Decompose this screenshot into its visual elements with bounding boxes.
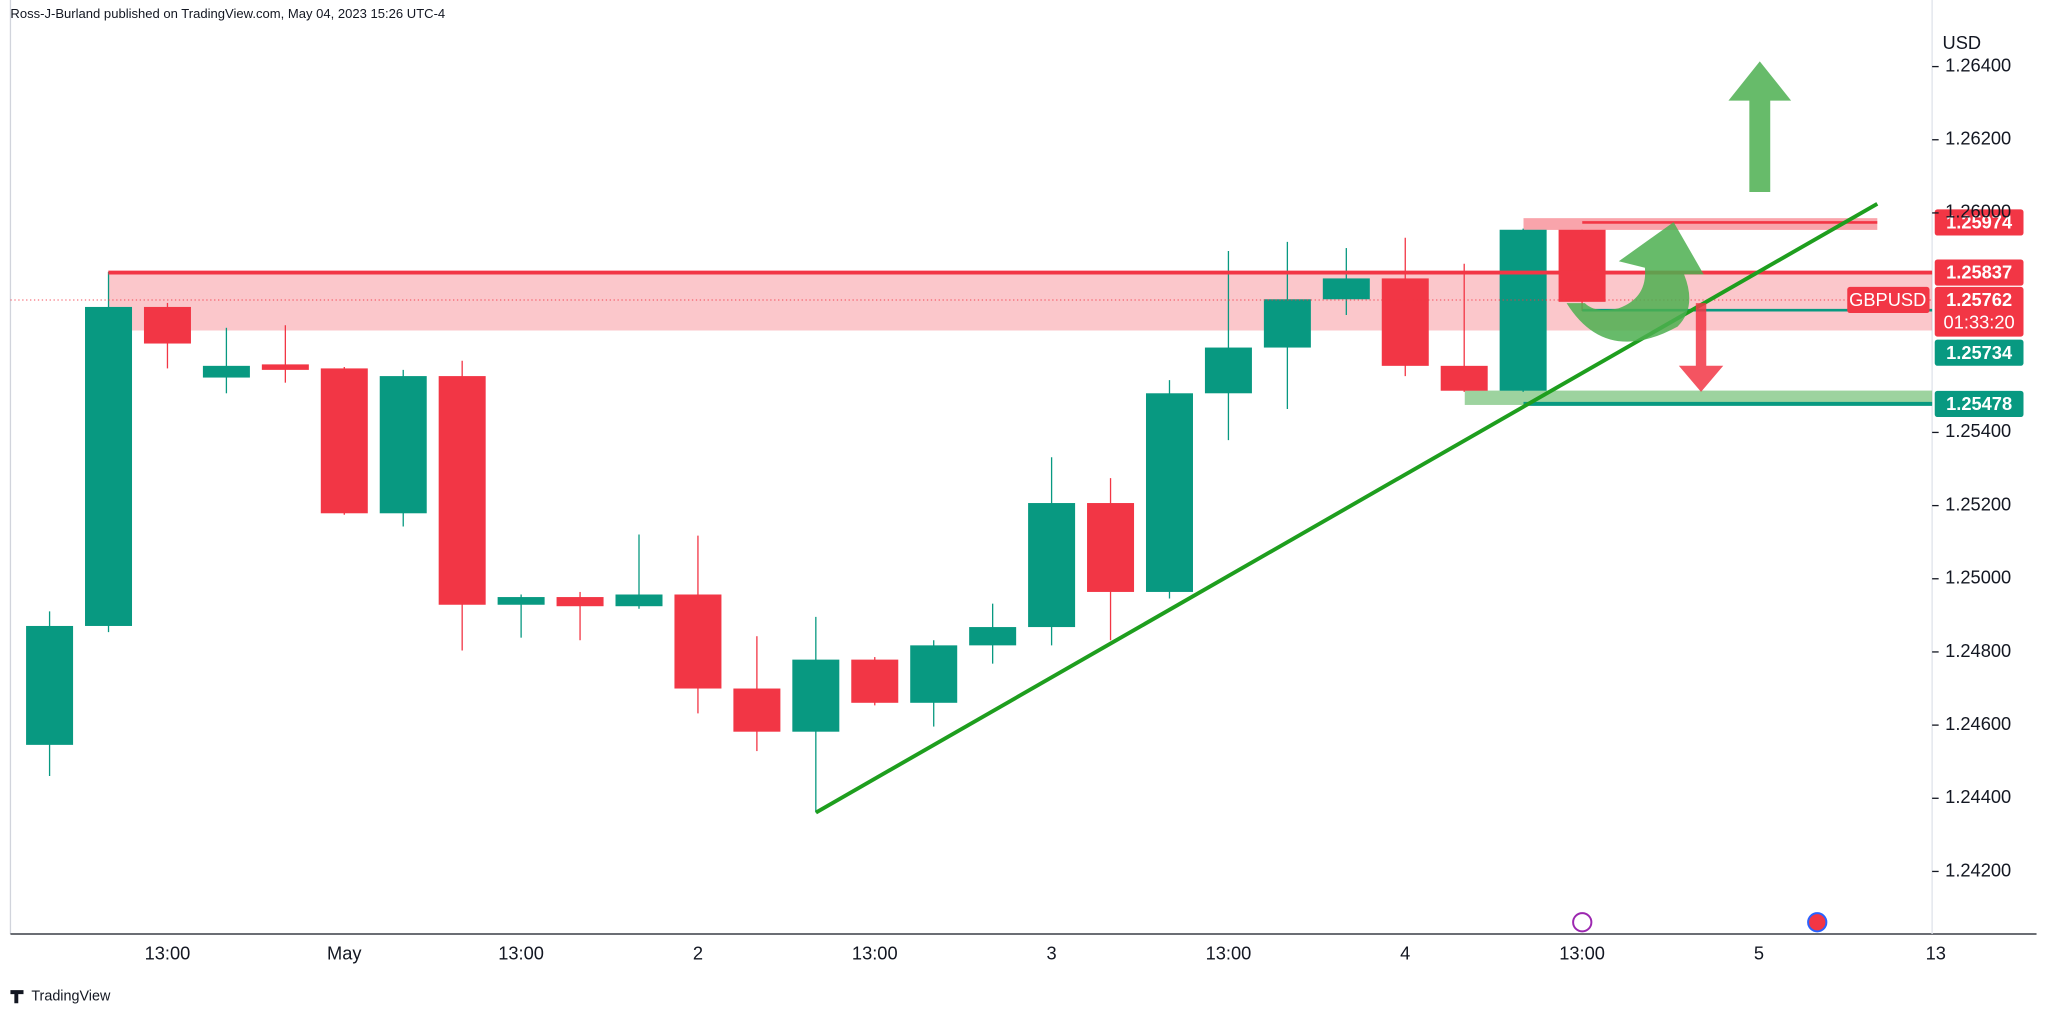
candle-body [261, 364, 309, 370]
price-label: 1.25837 [1946, 262, 2012, 283]
x-tick-label: 3 [1047, 943, 1057, 964]
candle-body [1322, 278, 1370, 300]
event-icon [1572, 912, 1593, 933]
candle-body [1381, 278, 1429, 366]
price-label-box [1934, 339, 2024, 366]
candle-body [1440, 365, 1488, 391]
x-tick-label: 2 [693, 943, 703, 964]
current-price-label: 1.25762 [1946, 289, 2012, 310]
candle-body [320, 368, 368, 514]
y-tick-label: 1.24800 [1945, 640, 2011, 661]
up-arrow [1728, 61, 1792, 193]
down-arrow [1678, 303, 1724, 392]
header: Ross-J-Burland published on TradingView.… [10, 6, 445, 21]
y-tick-label: 1.26000 [1945, 201, 2011, 222]
candle-body [733, 688, 781, 732]
price-label: 1.25734 [1946, 342, 2013, 363]
y-tick-label: 1.24400 [1945, 786, 2011, 807]
event-icon [1807, 912, 1828, 933]
candle-body [1028, 503, 1076, 628]
price-label: 1.25974 [1946, 212, 2013, 233]
y-tick-label: 1.24200 [1945, 859, 2011, 880]
brand-logo [10, 990, 24, 1004]
curved-arrow [1566, 222, 1704, 342]
x-tick-label: May [327, 943, 362, 964]
candle-body [438, 376, 486, 605]
price-label: 1.25478 [1946, 393, 2012, 414]
price-label-box [1934, 209, 2024, 236]
x-tick-label: 13 [1926, 943, 1946, 964]
candle-body [615, 594, 663, 607]
x-tick-label: 13:00 [145, 943, 191, 964]
candle-body [969, 627, 1017, 646]
candle-body [143, 306, 191, 344]
candle-body [1087, 503, 1135, 592]
candle-body [202, 365, 250, 378]
price-label-box [1934, 390, 2024, 417]
candle-body [792, 659, 840, 732]
countdown-label: 01:33:20 [1944, 311, 2015, 332]
x-tick-label: 5 [1754, 943, 1764, 964]
y-tick-label: 1.25000 [1945, 567, 2011, 588]
candle-body [1204, 347, 1252, 394]
y-tick-label: 1.26400 [1945, 54, 2011, 75]
candle-body [674, 594, 722, 689]
candle-body [1499, 229, 1547, 391]
y-tick-label: 1.26200 [1945, 128, 2011, 149]
footer-brand: TradingView [31, 989, 111, 1005]
x-tick-label: 4 [1400, 943, 1410, 964]
price-label-box [1934, 259, 2024, 286]
candle-body [1145, 393, 1193, 592]
candle-body [851, 659, 899, 703]
current-price-box [1934, 286, 2024, 337]
candle-body [497, 597, 545, 605]
candle-body [910, 645, 958, 703]
currency-label: USD [1943, 32, 1982, 53]
candle-body [379, 376, 427, 514]
y-tick-label: 1.25200 [1945, 493, 2011, 514]
support-zone [1464, 390, 1933, 405]
symbol-box [1847, 286, 1930, 314]
y-tick-label: 1.25400 [1945, 420, 2011, 441]
symbol-label: GBPUSD [1849, 289, 1926, 310]
x-tick-label: 13:00 [852, 943, 898, 964]
x-tick-label: 13:00 [498, 943, 544, 964]
candle-body [26, 625, 74, 745]
candle-body [556, 597, 604, 607]
candle-body [85, 306, 133, 626]
candle-body [1263, 299, 1311, 348]
x-tick-label: 13:00 [1559, 943, 1605, 964]
x-tick-label: 13:00 [1206, 943, 1252, 964]
candle-body [1558, 229, 1606, 302]
y-tick-label: 1.24600 [1945, 713, 2011, 734]
top-zone [1523, 218, 1878, 230]
